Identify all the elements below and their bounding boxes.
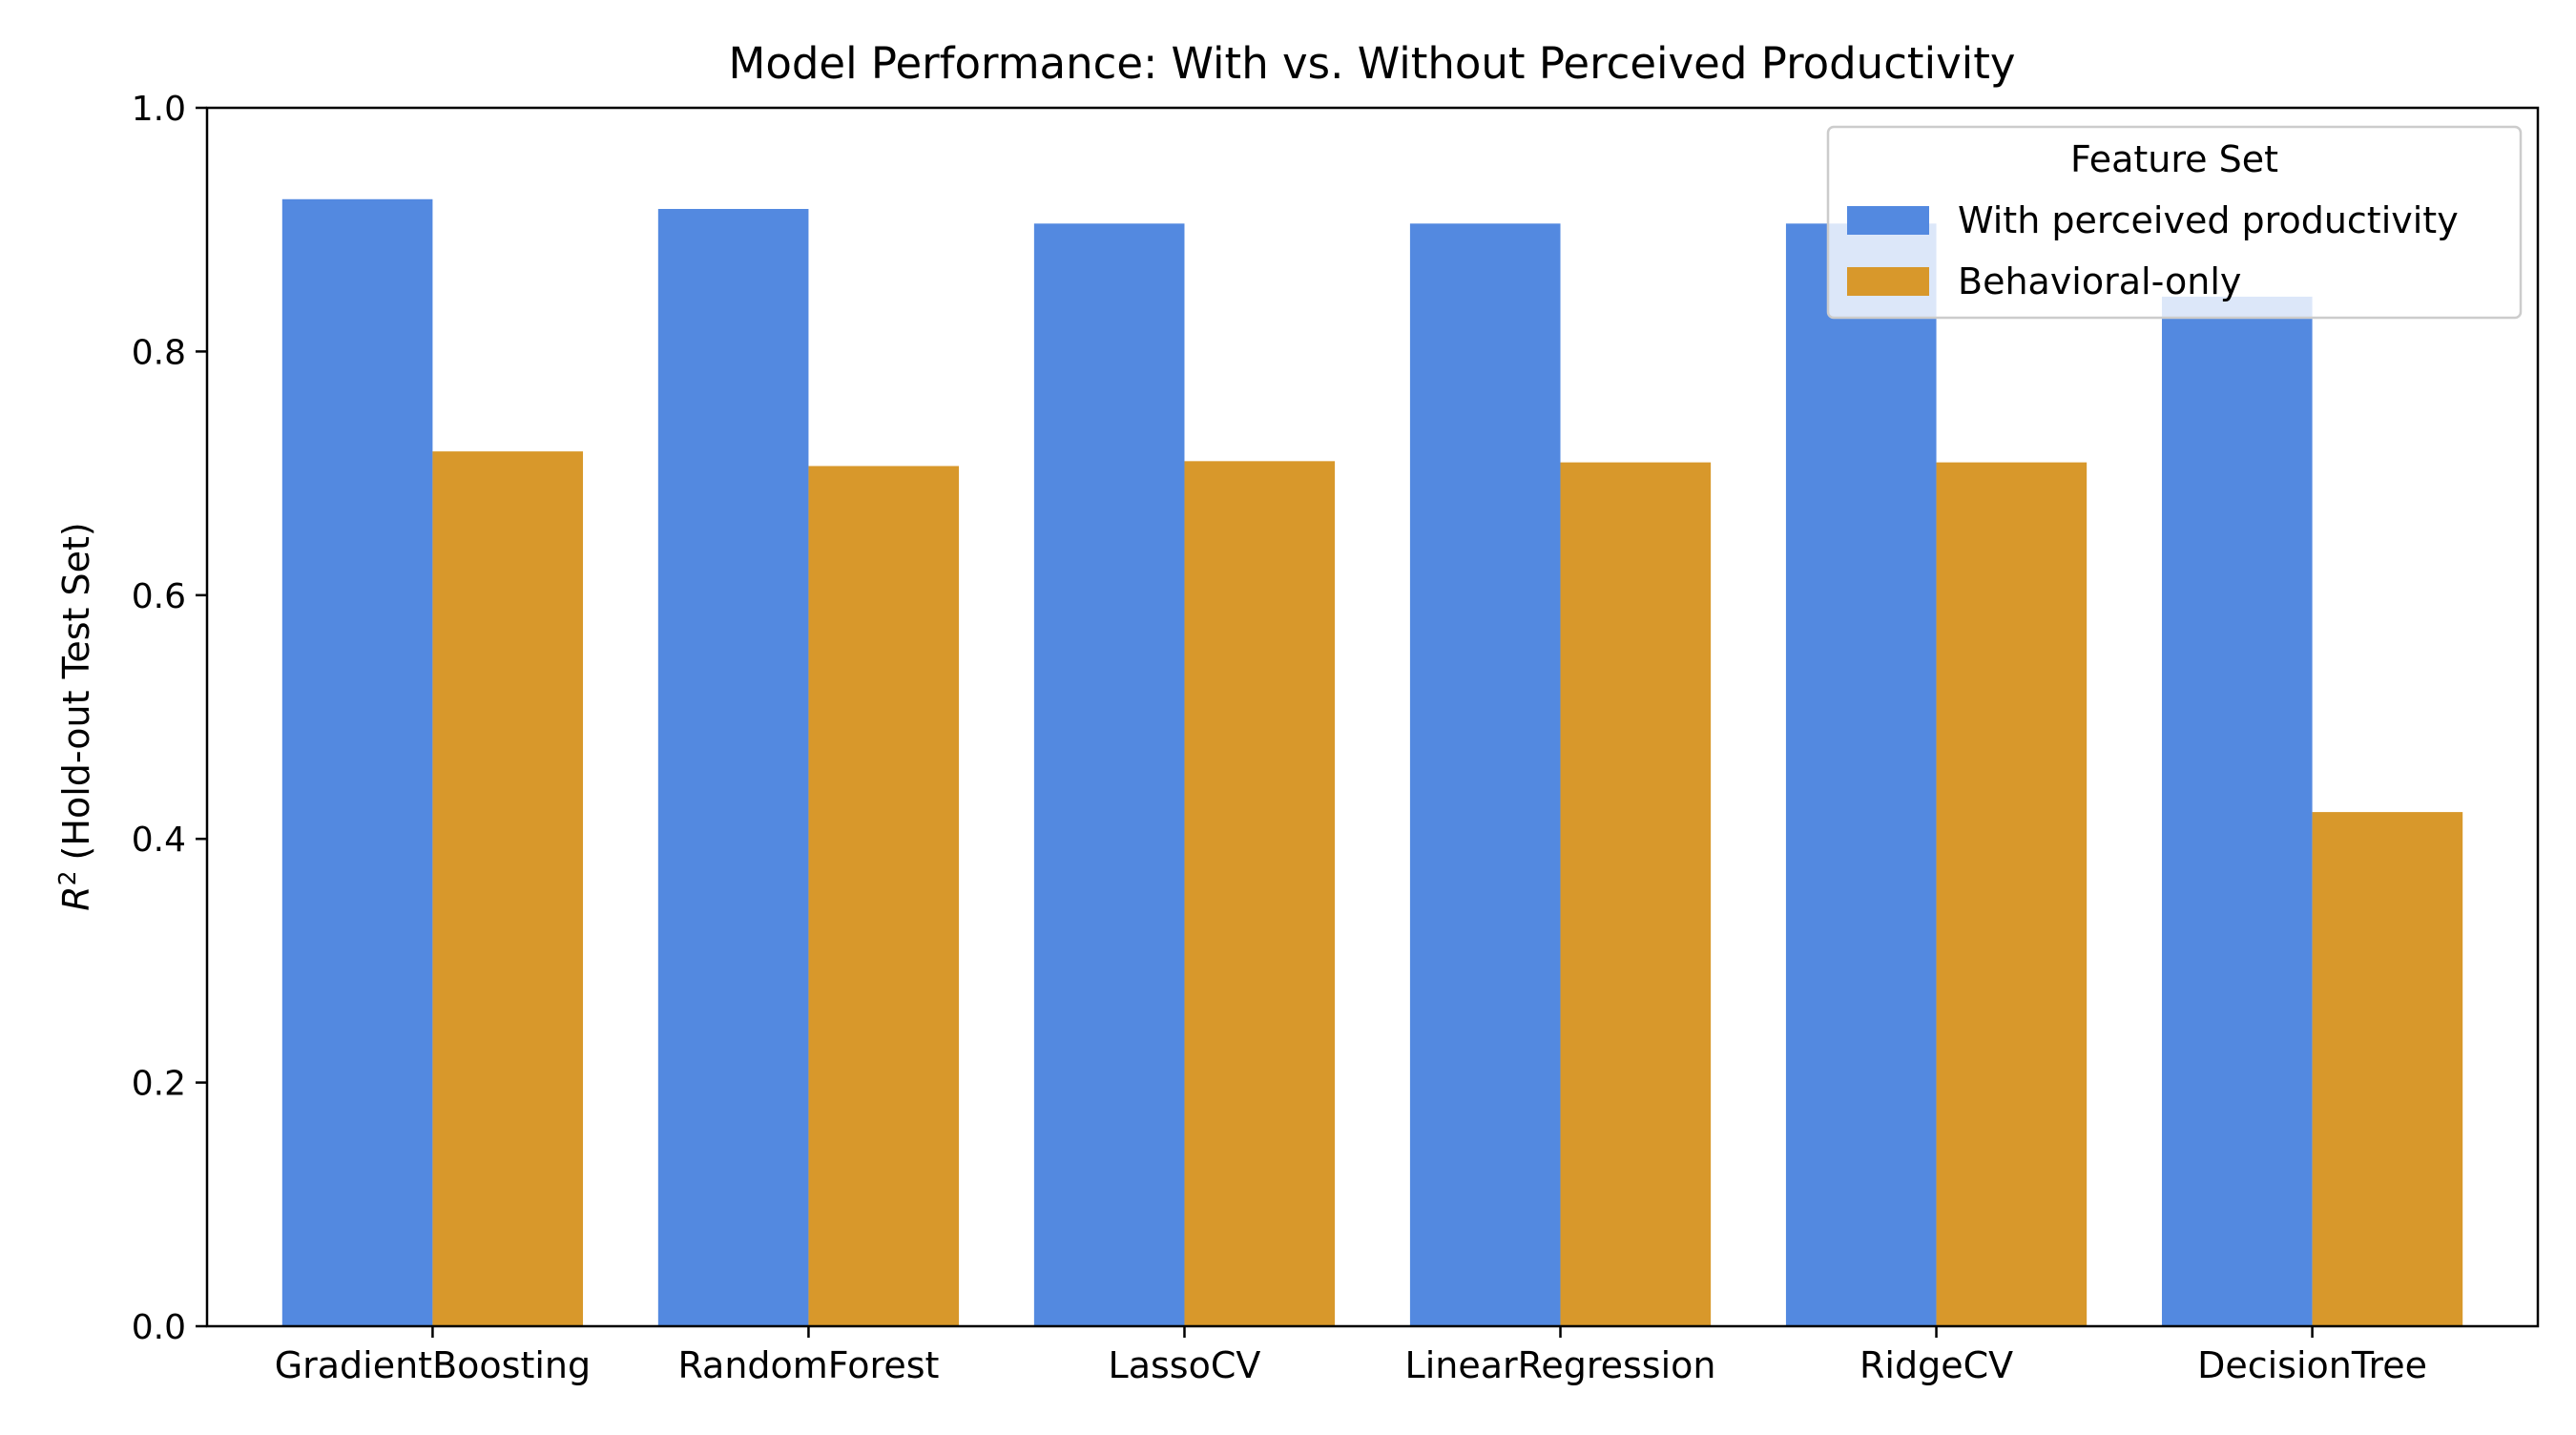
bar-randomforest-with-perceived-productivity bbox=[657, 208, 809, 1327]
x-tick-label-randomforest: RandomForest bbox=[677, 1344, 939, 1386]
bar-linearregression-with-perceived-productivity bbox=[1409, 223, 1561, 1327]
chart-title: Model Performance: With vs. Without Perc… bbox=[729, 38, 2016, 89]
bar-decisiontree-with-perceived-productivity bbox=[2161, 296, 2313, 1326]
bar-linearregression-behavioral-only bbox=[1560, 462, 1712, 1326]
legend-label-with-perceived-productivity: With perceived productivity bbox=[1958, 199, 2459, 241]
x-tick-label-ridgecv: RidgeCV bbox=[1859, 1344, 2013, 1386]
bar-lassocv-behavioral-only bbox=[1184, 461, 1336, 1327]
bar-ridgecv-with-perceived-productivity bbox=[1785, 223, 1937, 1327]
bar-lassocv-with-perceived-productivity bbox=[1033, 223, 1185, 1327]
y-axis: 0.0 0.2 0.4 0.6 0.8 1.0 bbox=[132, 90, 207, 1347]
legend: Feature Set With perceived productivity … bbox=[1826, 125, 2523, 320]
x-tick-label-decisiontree: DecisionTree bbox=[2197, 1344, 2427, 1386]
y-axis-label-superscript: 2 bbox=[53, 870, 81, 885]
y-tick-label: 0.4 bbox=[132, 821, 186, 860]
x-tick-label-lassocv: LassoCV bbox=[1109, 1344, 1261, 1386]
bar-gradientboosting-behavioral-only bbox=[432, 451, 584, 1326]
x-tick-label-linearregression: LinearRegression bbox=[1405, 1344, 1716, 1386]
y-tick-label: 1.0 bbox=[132, 90, 186, 129]
bar-gradientboosting-with-perceived-productivity bbox=[281, 198, 433, 1326]
x-axis: GradientBoosting RandomForest LassoCV Linea… bbox=[275, 1326, 2427, 1386]
y-axis-label-text: (Hold-out Test Set) bbox=[55, 522, 97, 860]
legend-swatch-with-perceived-productivity bbox=[1847, 206, 1929, 235]
plot-frame bbox=[205, 106, 2540, 1328]
x-tick-label-gradientboosting: GradientBoosting bbox=[275, 1344, 591, 1386]
y-axis-label: R2 (Hold-out Test Set) bbox=[53, 522, 98, 911]
y-axis-label-symbol: R bbox=[55, 885, 97, 910]
bar-ridgecv-behavioral-only bbox=[1936, 462, 2088, 1326]
y-tick-label: 0.0 bbox=[132, 1308, 186, 1347]
bar-randomforest-behavioral-only bbox=[808, 466, 960, 1326]
bar-decisiontree-behavioral-only bbox=[2312, 812, 2463, 1326]
legend-swatch-behavioral-only bbox=[1847, 267, 1929, 296]
legend-box bbox=[1826, 125, 2523, 320]
y-tick-label: 0.2 bbox=[132, 1065, 186, 1104]
legend-label-behavioral-only: Behavioral-only bbox=[1958, 260, 2241, 302]
bars-layer bbox=[281, 198, 2463, 1327]
y-tick-label: 0.6 bbox=[132, 577, 186, 616]
y-tick-label: 0.8 bbox=[132, 333, 186, 372]
legend-title: Feature Set bbox=[2070, 138, 2278, 180]
